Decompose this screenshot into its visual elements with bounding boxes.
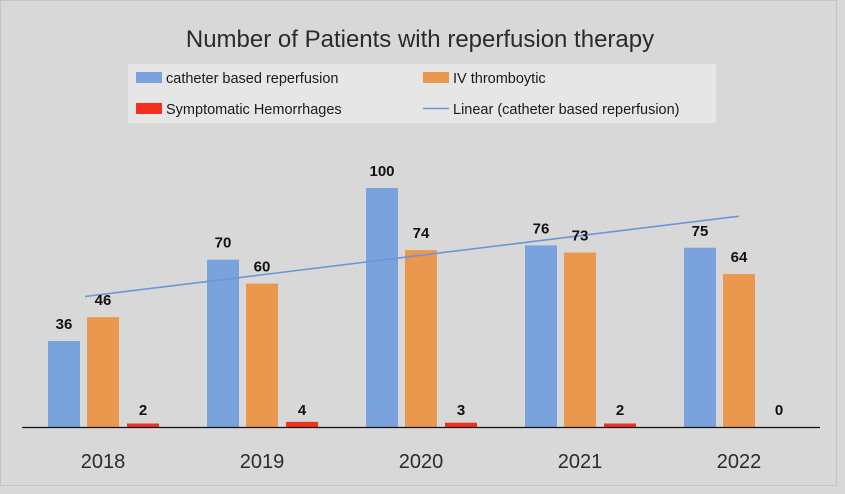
legend-label-symptomatic-hemorrhages: Symptomatic Hemorrhages	[166, 102, 342, 118]
data-label-iv-thromboytic-2020: 74	[413, 225, 430, 242]
x-axis-ticks: 2018 2019 2020 2021 2022	[81, 451, 762, 473]
bar-symptomatic-hemorrhages-2021	[604, 423, 636, 427]
bar-catheter-based-reperfusion-2021	[525, 245, 557, 427]
bar-iv-thromboytic-2019	[246, 283, 278, 427]
legend-swatch-iv-thromboytic	[423, 72, 449, 83]
bar-symptomatic-hemorrhages-2019	[286, 421, 318, 427]
bar-iv-thromboytic-2018	[87, 317, 119, 427]
data-label-symptomatic-hemorrhages-2022: 0	[775, 402, 783, 419]
data-label-symptomatic-hemorrhages-2020: 3	[457, 402, 465, 419]
legend-swatch-symptomatic-hemorrhages	[136, 103, 162, 114]
trendline-linear-catheter	[84, 215, 740, 298]
legend-label-iv-thromboytic: IV thromboytic	[453, 71, 546, 87]
legend-swatch-catheter-based-reperfusion	[136, 72, 162, 83]
legend-label-linear-catheter-based-reperfusion: Linear (catheter based reperfusion)	[453, 102, 680, 118]
data-label-catheter-based-reperfusion-2018: 36	[56, 316, 73, 333]
bar-catheter-based-reperfusion-2022	[684, 247, 716, 427]
bar-iv-thromboytic-2022	[723, 274, 755, 427]
trendline-group	[84, 215, 740, 298]
legend-label-catheter-based-reperfusion: catheter based reperfusion	[166, 71, 339, 87]
bar-catheter-based-reperfusion-2019	[207, 259, 239, 427]
bar-symptomatic-hemorrhages-2020	[445, 422, 477, 427]
bar-symptomatic-hemorrhages-2018	[127, 423, 159, 427]
x-tick-label-2019: 2019	[240, 451, 285, 473]
legend-background	[128, 64, 716, 123]
data-label-catheter-based-reperfusion-2020: 100	[369, 163, 394, 180]
x-tick-label-2020: 2020	[399, 451, 444, 473]
data-label-iv-thromboytic-2018: 46	[95, 292, 112, 309]
data-label-catheter-based-reperfusion-2019: 70	[215, 235, 232, 252]
bars-group	[48, 188, 755, 427]
legend: catheter based reperfusion IV thromboytic…	[136, 71, 680, 118]
bar-catheter-based-reperfusion-2020	[366, 188, 398, 427]
data-label-catheter-based-reperfusion-2021: 76	[533, 220, 550, 237]
chart-border	[0, 0, 837, 486]
bar-catheter-based-reperfusion-2018	[48, 340, 80, 427]
data-label-iv-thromboytic-2021: 73	[572, 228, 589, 245]
chart-title: Number of Patients with reperfusion ther…	[186, 26, 654, 53]
data-label-symptomatic-hemorrhages-2021: 2	[616, 402, 624, 419]
data-labels-group: 36 46 2 70 60 4 100 74 3 76 73 2 75 64 0	[56, 163, 784, 419]
data-label-iv-thromboytic-2019: 60	[254, 259, 271, 276]
x-tick-label-2018: 2018	[81, 451, 126, 473]
bar-iv-thromboytic-2021	[564, 252, 596, 427]
data-label-iv-thromboytic-2022: 64	[731, 249, 748, 266]
data-label-symptomatic-hemorrhages-2019: 4	[298, 402, 307, 419]
data-label-catheter-based-reperfusion-2022: 75	[692, 223, 709, 240]
bar-iv-thromboytic-2020	[405, 250, 437, 427]
x-tick-label-2022: 2022	[717, 451, 762, 473]
data-label-symptomatic-hemorrhages-2018: 2	[139, 402, 147, 419]
x-tick-label-2021: 2021	[558, 451, 603, 473]
